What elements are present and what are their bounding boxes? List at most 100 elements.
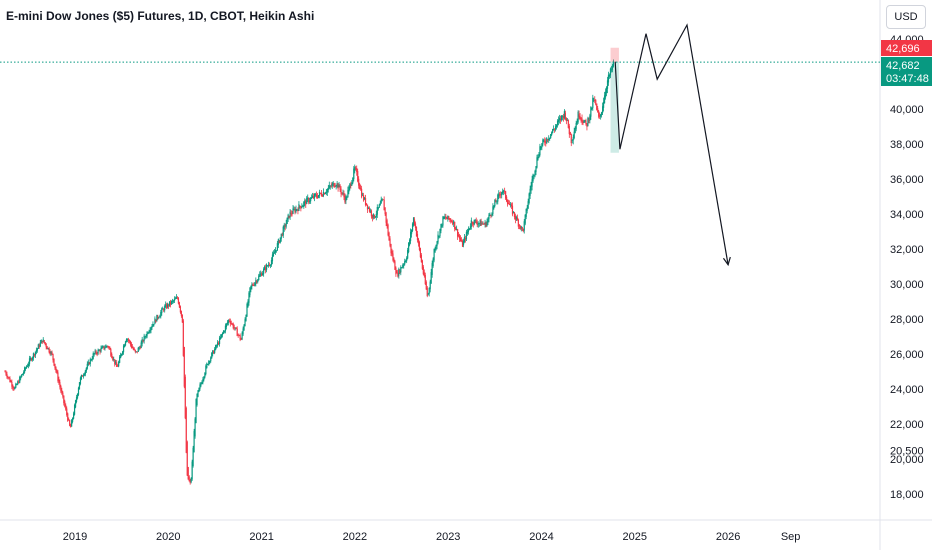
candle-body	[417, 238, 420, 244]
candle-body	[188, 476, 190, 482]
candle-body	[247, 301, 249, 308]
candle-body	[66, 408, 68, 416]
stop-zone-box[interactable]	[610, 47, 619, 62]
candle-body	[361, 194, 364, 196]
candle-body	[191, 461, 193, 480]
candle-body	[200, 383, 202, 386]
candle-body	[466, 231, 469, 234]
candle-body	[555, 124, 558, 128]
candle-body	[342, 193, 344, 194]
projection-path[interactable]	[614, 23, 729, 265]
candle-body	[500, 194, 502, 196]
candle-body	[485, 222, 487, 227]
candle-body	[297, 209, 299, 212]
candle-body	[146, 332, 148, 337]
candle-body	[543, 140, 545, 142]
candle-body	[455, 227, 457, 231]
candle-body	[61, 390, 63, 394]
candle-body	[258, 275, 260, 281]
currency-button[interactable]: USD	[886, 5, 926, 29]
candle-body	[462, 240, 465, 246]
candle-body	[508, 203, 511, 206]
candle-body	[464, 238, 467, 240]
candle-body	[402, 265, 404, 268]
candle-body	[234, 327, 236, 329]
candle-body	[396, 272, 398, 274]
candle-body	[178, 302, 181, 308]
candle-body	[186, 441, 188, 476]
candle-body	[438, 236, 440, 237]
candle-body	[235, 327, 237, 329]
candle-body	[478, 223, 480, 224]
candle-body	[554, 126, 557, 130]
candle-body	[371, 214, 373, 219]
candle-body	[435, 245, 437, 250]
candle-body	[169, 301, 171, 306]
candle-body	[286, 217, 288, 224]
y-tick-label: 18,000	[890, 489, 924, 501]
candle-body	[105, 345, 107, 348]
candle-body	[403, 263, 405, 266]
candle-body	[290, 213, 292, 214]
candle-body	[48, 348, 50, 353]
y-tick-label: 32,000	[890, 244, 924, 256]
candle-body	[441, 225, 443, 227]
candle-body	[251, 284, 253, 287]
candle-body	[102, 346, 104, 348]
candle-body	[250, 285, 252, 290]
candle-body	[450, 219, 452, 222]
candle-body	[375, 213, 377, 217]
candle-body	[307, 197, 309, 200]
candle-body	[16, 384, 18, 386]
candle-body	[386, 220, 388, 227]
candle-body	[139, 347, 141, 349]
candle-body	[413, 219, 416, 225]
candle-body	[367, 207, 370, 209]
candle-body	[346, 197, 348, 199]
candle-body	[34, 351, 36, 356]
candle-body	[75, 397, 78, 403]
candle-body	[600, 114, 602, 117]
candle-body	[566, 119, 568, 121]
candle-body	[369, 210, 372, 212]
candle-body	[73, 413, 75, 419]
candle-body	[23, 372, 25, 375]
candle-body	[336, 182, 338, 186]
candle-body	[505, 191, 507, 199]
candle-body	[459, 237, 462, 242]
candle-body	[580, 118, 582, 119]
candle-body	[467, 229, 469, 233]
candle-body	[489, 214, 491, 216]
candle-body	[82, 375, 84, 377]
candle-body	[233, 327, 235, 329]
candle-body	[253, 285, 255, 286]
candle-body	[569, 132, 571, 135]
candle-body	[434, 248, 436, 252]
candle-body	[585, 120, 587, 125]
candle-body	[550, 134, 552, 139]
candle-body	[551, 132, 553, 136]
candle-body	[213, 351, 215, 354]
candle-body	[269, 264, 272, 266]
target-zone-box[interactable]	[610, 61, 619, 153]
x-tick-label: Sep	[781, 531, 801, 543]
candle-body	[476, 222, 478, 226]
candle-body	[65, 405, 67, 410]
candle-body	[432, 258, 434, 267]
candle-body	[565, 117, 567, 122]
candle-body	[313, 196, 315, 199]
candle-body	[361, 188, 363, 198]
candle-body	[140, 342, 142, 349]
candle-body	[121, 351, 124, 355]
candle-body	[283, 224, 285, 229]
candle-body	[170, 300, 173, 304]
candle-body	[570, 134, 572, 144]
candle-body	[103, 346, 105, 349]
candle-body	[275, 250, 277, 252]
candle-body	[331, 184, 333, 187]
candle-body	[528, 193, 530, 203]
candle-body	[390, 243, 392, 254]
candle-body	[345, 196, 347, 201]
candle-body	[372, 213, 374, 218]
